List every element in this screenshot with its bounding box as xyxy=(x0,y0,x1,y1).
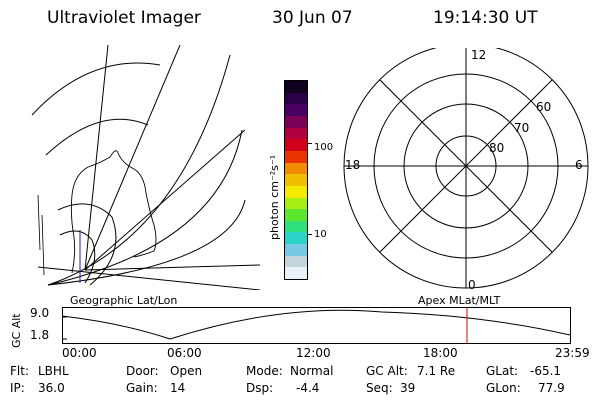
colorbar-segment xyxy=(285,174,307,186)
geo-lon-value: 77.9 xyxy=(538,381,565,395)
latitude-arc xyxy=(45,118,149,156)
colorbar-tick-label: 10 xyxy=(314,229,327,240)
mlt-label-0: 0 xyxy=(468,278,476,292)
latitude-arc xyxy=(47,199,246,286)
colorbar-segment xyxy=(285,116,307,128)
meridian-line xyxy=(84,45,109,271)
geo-coords-title: Geographic Lat/Lon xyxy=(70,294,178,307)
instrument-title: Ultraviolet Imager xyxy=(47,8,201,28)
intensity-colorbar xyxy=(284,80,308,280)
meridian-line xyxy=(84,264,260,271)
latitude-arc xyxy=(47,129,243,286)
mlt-label-12: 12 xyxy=(471,48,486,62)
mlt-line xyxy=(379,79,553,253)
dsp-value: -4.4 xyxy=(296,381,320,395)
colorbar-segment xyxy=(285,185,307,198)
colorbar-segment xyxy=(285,92,307,105)
colorbar-segment xyxy=(285,209,307,221)
mlt-label-18: 18 xyxy=(345,158,360,172)
colorbar-segment xyxy=(285,162,307,175)
colorbar-unit-label: photon cm⁻²s⁻¹ xyxy=(268,154,281,240)
colorbar-segment xyxy=(285,150,307,163)
mode-value: Normal xyxy=(290,364,334,378)
latitude-arc xyxy=(47,54,231,286)
door-value: Open xyxy=(170,364,203,378)
horizon-line xyxy=(37,266,260,290)
geo-lat-value: -65.1 xyxy=(530,364,562,378)
ip-value: 36.0 xyxy=(38,381,65,395)
gc-altitude-label: GC Alt: xyxy=(366,364,408,378)
colorbar-segment xyxy=(285,232,307,245)
lat-label-80: 80 xyxy=(489,141,504,155)
mlt-label-6: 6 xyxy=(575,158,583,172)
timeline-frame xyxy=(62,307,571,344)
colorbar-segment xyxy=(285,104,307,117)
geo-lon-label: GLon: xyxy=(486,381,521,395)
gain-label: Gain: xyxy=(126,381,158,395)
latitude-arc xyxy=(31,62,161,116)
colorbar-segment xyxy=(285,267,307,279)
colorbar-segment xyxy=(285,197,307,210)
geo-lat-label: GLat: xyxy=(486,364,519,378)
lat-label-70: 70 xyxy=(514,121,529,135)
altitude-axis-label: GC Alt xyxy=(10,313,23,348)
colorbar-tick-label: 100 xyxy=(314,142,334,153)
time-label: 19:14:30 UT xyxy=(433,8,538,28)
mode-label: Mode: xyxy=(246,364,283,378)
x-tick-0600: 06:00 xyxy=(167,346,202,360)
date-label: 30 Jun 07 xyxy=(272,8,353,28)
colorbar-segment xyxy=(285,81,307,93)
sequence-label: Seq: xyxy=(366,381,393,395)
colorbar-tick xyxy=(307,234,312,235)
altitude-tick-min: 1.8 xyxy=(30,328,50,342)
coastline xyxy=(37,194,45,276)
x-tick-2359: 23:59 xyxy=(555,346,590,360)
x-tick-0000: 00:00 xyxy=(62,346,97,360)
dsp-label: Dsp: xyxy=(246,381,274,395)
colorbar-segment xyxy=(285,220,307,233)
meridian-line xyxy=(84,45,181,271)
latitude-arc xyxy=(57,203,117,286)
sequence-value: 39 xyxy=(400,381,416,395)
polar-plot: 12 18 6 0 60 70 80 xyxy=(343,48,589,292)
door-label: Door: xyxy=(126,364,159,378)
gc-altitude-value: 7.1 Re xyxy=(417,364,456,378)
apex-coords-title: Apex MLat/MLT xyxy=(418,294,501,307)
meridian-line xyxy=(84,129,246,271)
x-tick-1200: 12:00 xyxy=(296,346,331,360)
geographic-map xyxy=(31,45,260,290)
colorbar-segment xyxy=(285,244,307,256)
latitude-arc xyxy=(59,230,96,284)
colorbar-segment xyxy=(285,255,307,268)
x-tick-1800: 18:00 xyxy=(423,346,458,360)
altitude-tick-max: 9.0 xyxy=(30,306,50,320)
colorbar-segment xyxy=(285,127,307,140)
altitude-curve xyxy=(62,309,571,340)
ip-label: IP: xyxy=(10,381,25,395)
gain-value: 14 xyxy=(170,381,186,395)
filter-value: LBHL xyxy=(38,364,69,378)
coastline xyxy=(70,150,157,274)
lat-label-60: 60 xyxy=(536,100,551,114)
colorbar-tick xyxy=(307,143,312,144)
filter-label: Flt: xyxy=(10,364,29,378)
colorbar-segment xyxy=(285,139,307,151)
altitude-timeline xyxy=(62,307,571,344)
